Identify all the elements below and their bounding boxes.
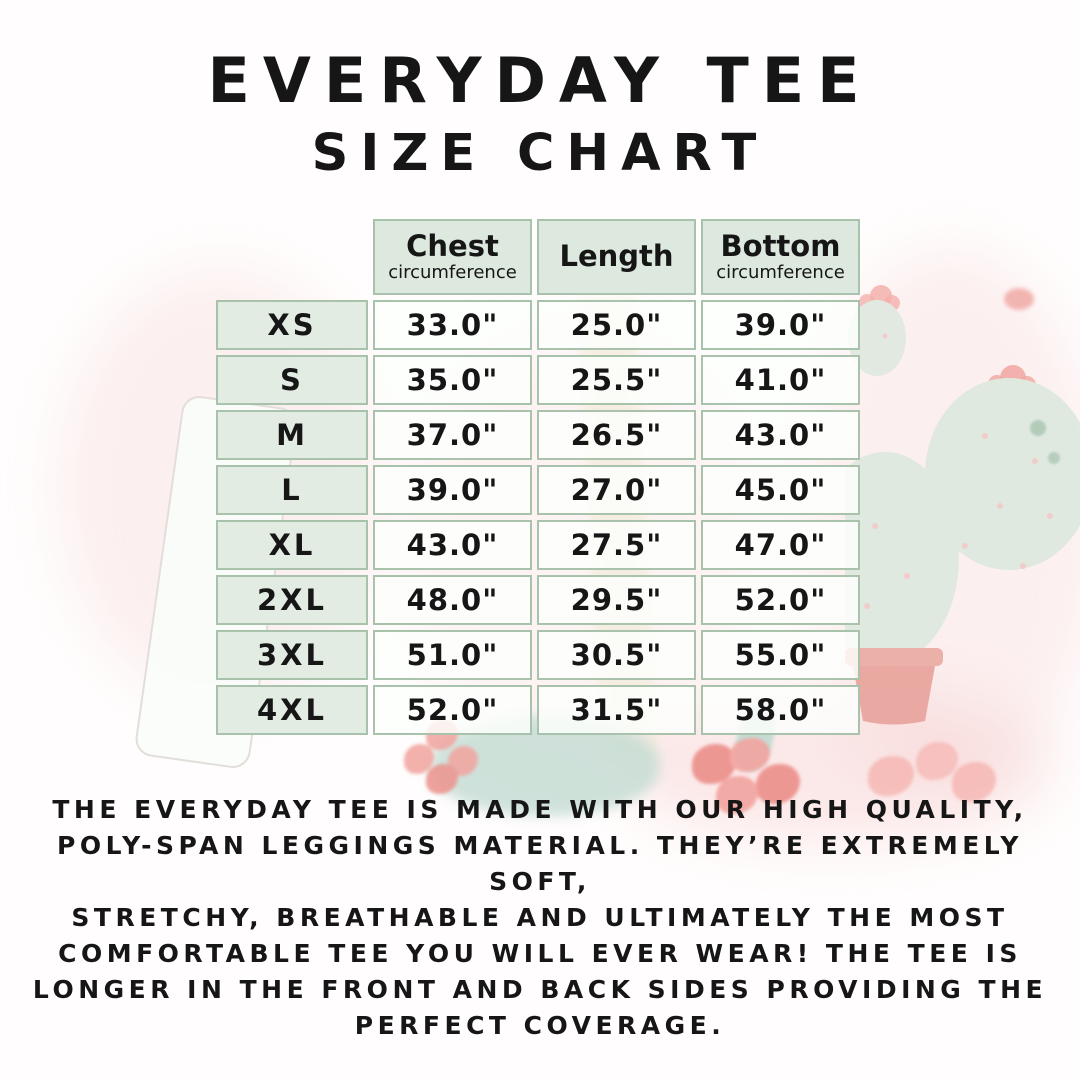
chest-cell: 48.0": [373, 575, 532, 625]
chest-cell: 43.0": [373, 520, 532, 570]
corner-cell: [216, 219, 368, 295]
description-line: COMFORTABLE TEE YOU WILL EVER WEAR! THE …: [58, 939, 1022, 968]
chest-cell: 33.0": [373, 300, 532, 350]
chest-cell: 37.0": [373, 410, 532, 460]
size-cell: XS: [216, 300, 368, 350]
size-cell: 4XL: [216, 685, 368, 735]
table-row: XS 33.0" 25.0" 39.0": [216, 300, 860, 350]
bottom-cell: 55.0": [701, 630, 860, 680]
chest-cell: 52.0": [373, 685, 532, 735]
bottom-cell: 47.0": [701, 520, 860, 570]
description-line: THE EVERYDAY TEE IS MADE WITH OUR HIGH Q…: [52, 795, 1028, 824]
column-header-bottom: Bottom circumference: [701, 219, 860, 295]
flower-icon: [686, 738, 806, 818]
table-row: 2XL 48.0" 29.5" 52.0": [216, 575, 860, 625]
size-cell: 2XL: [216, 575, 368, 625]
table-row: S 35.0" 25.5" 41.0": [216, 355, 860, 405]
column-header-chest: Chest circumference: [373, 219, 532, 295]
size-cell: L: [216, 465, 368, 515]
chest-cell: 35.0": [373, 355, 532, 405]
size-chart-table: Chest circumference Length Bottom circum…: [211, 214, 865, 740]
chest-cell: 51.0": [373, 630, 532, 680]
table-row: XL 43.0" 27.5" 47.0": [216, 520, 860, 570]
bottom-cell: 41.0": [701, 355, 860, 405]
size-cell: S: [216, 355, 368, 405]
description-line: POLY-SPAN LEGGINGS MATERIAL. THEY’RE EXT…: [57, 831, 1023, 896]
table-row: 3XL 51.0" 30.5" 55.0": [216, 630, 860, 680]
column-header-length: Length: [537, 219, 696, 295]
length-cell: 30.5": [537, 630, 696, 680]
leaf-dot-accent: [1030, 420, 1046, 436]
column-label: Bottom: [720, 229, 841, 264]
length-cell: 25.5": [537, 355, 696, 405]
table-row: M 37.0" 26.5" 43.0": [216, 410, 860, 460]
length-cell: 26.5": [537, 410, 696, 460]
bottom-cell: 52.0": [701, 575, 860, 625]
description-line: LONGER IN THE FRONT AND BACK SIDES PROVI…: [32, 975, 1048, 1004]
description-line: PERFECT COVERAGE.: [354, 1011, 726, 1040]
leaf-dot-accent: [1048, 452, 1060, 464]
header-row: Chest circumference Length Bottom circum…: [216, 219, 860, 295]
size-cell: 3XL: [216, 630, 368, 680]
bottom-cell: 58.0": [701, 685, 860, 735]
description-line: STRETCHY, BREATHABLE AND ULTIMATELY THE …: [71, 903, 1009, 932]
flower-accent: [1004, 288, 1034, 310]
length-cell: 27.5": [537, 520, 696, 570]
length-cell: 31.5": [537, 685, 696, 735]
size-cell: M: [216, 410, 368, 460]
size-cell: XL: [216, 520, 368, 570]
bottom-cell: 43.0": [701, 410, 860, 460]
column-label: Chest: [406, 229, 499, 264]
length-cell: 27.0": [537, 465, 696, 515]
column-label: Length: [559, 239, 674, 274]
page-title: EVERYDAY TEE: [207, 44, 873, 117]
flower-icon: [868, 742, 998, 812]
chest-cell: 39.0": [373, 465, 532, 515]
column-sublabel: circumference: [388, 262, 517, 284]
column-sublabel: circumference: [716, 262, 845, 284]
cactus-icon: [845, 285, 1080, 725]
bottom-cell: 45.0": [701, 465, 860, 515]
product-description: THE EVERYDAY TEE IS MADE WITH OUR HIGH Q…: [0, 792, 1080, 1044]
table-row: L 39.0" 27.0" 45.0": [216, 465, 860, 515]
length-cell: 25.0": [537, 300, 696, 350]
length-cell: 29.5": [537, 575, 696, 625]
bottom-cell: 39.0": [701, 300, 860, 350]
page-subtitle: SIZE CHART: [311, 124, 769, 183]
table-row: 4XL 52.0" 31.5" 58.0": [216, 685, 860, 735]
